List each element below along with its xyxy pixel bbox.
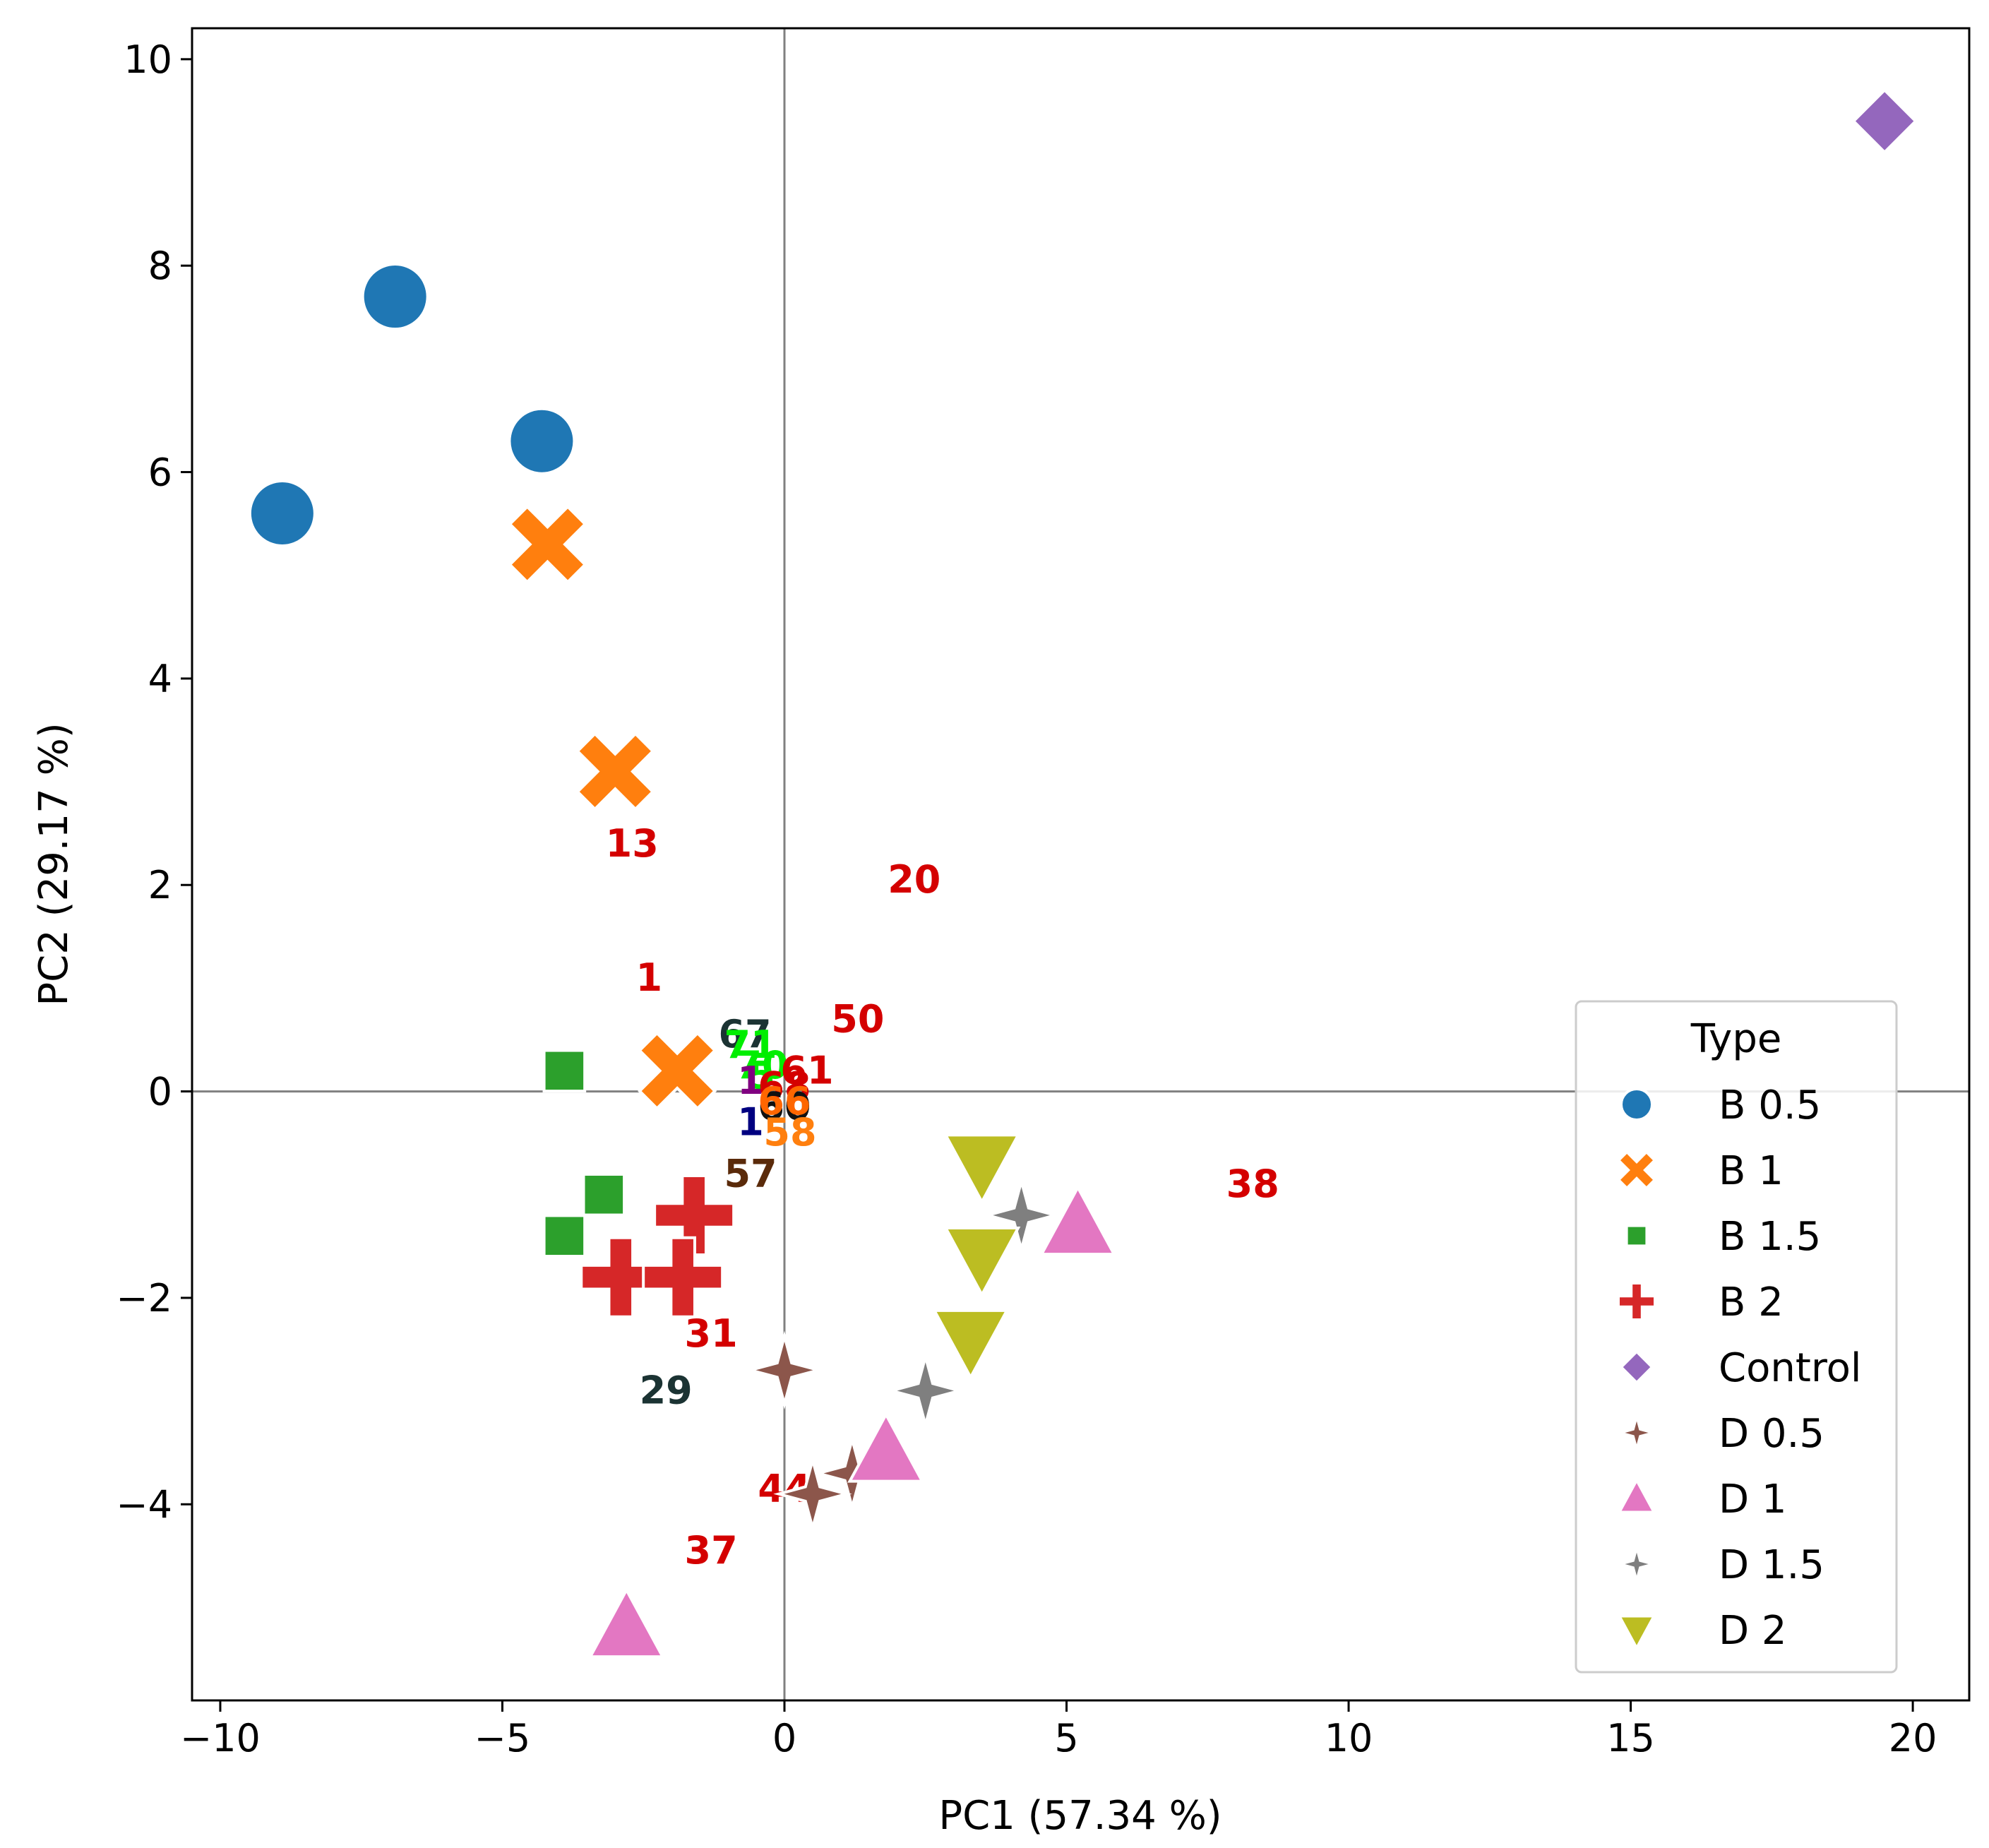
point-label: 37 — [685, 1528, 738, 1573]
legend-marker-control — [1619, 1349, 1654, 1385]
y-tick-label: 0 — [148, 1070, 172, 1114]
marker-b-0-5 — [248, 479, 316, 548]
marker-d-0-5 — [745, 1330, 824, 1409]
legend-label-d-0-5: D 0.5 — [1719, 1411, 1824, 1457]
marker-b-1 — [508, 504, 587, 585]
point-label: 50 — [831, 996, 884, 1041]
legend-marker-b-1 — [1616, 1150, 1657, 1191]
x-tick-label: 15 — [1606, 1716, 1655, 1760]
point-label: 31 — [685, 1311, 738, 1356]
legend-items: B 0.5 B 1 B 1.5 B 2 Control D 0.5 D 1 D 1.5 D 2 — [1614, 1083, 1861, 1654]
point-label: 58 — [763, 1110, 816, 1155]
point-label: 1 — [737, 1059, 764, 1103]
point-label: 1 — [635, 955, 662, 1000]
y-tick-label: 4 — [148, 657, 172, 701]
x-axis-label: PC1 (57.34 %) — [938, 1793, 1222, 1839]
point-label: 20 — [888, 857, 940, 902]
legend-marker-d-2 — [1616, 1614, 1657, 1652]
point-label: 61 — [780, 1048, 833, 1092]
legend-marker-b-0-5 — [1620, 1087, 1654, 1121]
marker-b-1 — [638, 1031, 717, 1111]
legend-title: Type — [1690, 1016, 1782, 1062]
marker-b-1 — [575, 732, 655, 811]
marker-d-1-5 — [981, 1176, 1061, 1255]
legend-box — [1575, 1000, 1898, 1674]
point-label: 71 — [724, 1023, 777, 1067]
marker-d-1 — [1039, 1184, 1117, 1256]
point-label: 68 — [758, 1063, 811, 1108]
y-tick-label: 6 — [148, 451, 172, 495]
x-tick-label: 5 — [1054, 1716, 1078, 1760]
legend-marker-d-1 — [1616, 1477, 1657, 1514]
marker-d-2 — [932, 1308, 1010, 1381]
point-label: 1 — [737, 1099, 764, 1144]
point-label: 5 — [748, 1054, 775, 1098]
marker-b-0-5 — [508, 407, 576, 475]
legend-marker-d-0-5 — [1614, 1410, 1659, 1455]
point-label: 60 — [758, 1085, 811, 1129]
legend-marker-d-1-5 — [1614, 1542, 1659, 1587]
marker-d-0-5 — [773, 1454, 852, 1534]
data-markers — [248, 88, 1918, 1659]
point-label: 70 — [735, 1043, 788, 1087]
marker-control — [1851, 88, 1918, 155]
point-label: 13 — [606, 821, 659, 866]
point-label: 66 — [758, 1079, 811, 1123]
y-tick-label: −2 — [116, 1276, 172, 1321]
marker-d-2 — [943, 1226, 1021, 1298]
marker-b-2 — [653, 1174, 736, 1256]
legend-label-d-1-5: D 1.5 — [1719, 1542, 1824, 1588]
legend-label-b-2: B 2 — [1719, 1280, 1784, 1325]
marker-d-1 — [587, 1587, 665, 1659]
marker-b-0-5 — [361, 263, 429, 331]
marker-b-2 — [580, 1236, 662, 1318]
legend-label-b-0-5: B 0.5 — [1719, 1083, 1821, 1128]
x-tick-label: −10 — [180, 1716, 261, 1760]
x-tick-label: 20 — [1889, 1716, 1937, 1760]
y-tick-label: 8 — [148, 244, 172, 288]
legend-label-b-1: B 1 — [1719, 1148, 1784, 1194]
legend-marker-b-1-5 — [1625, 1224, 1649, 1248]
point-label: 29 — [640, 1368, 693, 1412]
legend-label-d-2: D 2 — [1719, 1608, 1787, 1654]
legend-label-b-1-5: B 1.5 — [1719, 1214, 1821, 1260]
x-tick-label: 0 — [772, 1716, 796, 1760]
point-label: 38 — [1226, 1162, 1279, 1206]
legend-marker-b-2 — [1617, 1282, 1656, 1321]
marker-b-1-5 — [582, 1172, 626, 1217]
legend-label-control: Control — [1719, 1345, 1861, 1391]
legend: Type B 0.5 B 1 B 1.5 B 2 Control D 0.5 D 1 D 1.… — [1575, 1000, 1898, 1674]
y-tick-label: 10 — [124, 37, 172, 82]
marker-d-1 — [847, 1411, 925, 1483]
x-tick-label: −5 — [474, 1716, 531, 1760]
marker-d-2 — [943, 1133, 1021, 1205]
y-axis-label: PC2 (29.17 %) — [31, 722, 77, 1006]
marker-b-1-5 — [542, 1214, 587, 1258]
marker-b-2 — [642, 1236, 724, 1318]
y-tick-label: 2 — [148, 863, 172, 907]
plot-frame — [191, 27, 1971, 1702]
point-label: 67 — [718, 1012, 771, 1056]
y-tick-label: −4 — [116, 1482, 172, 1527]
marker-b-1-5 — [542, 1049, 587, 1093]
x-tick-label: 10 — [1325, 1716, 1373, 1760]
point-label: 57 — [724, 1152, 777, 1196]
legend-label-d-1: D 1 — [1719, 1477, 1787, 1522]
marker-d-1-5 — [886, 1351, 965, 1431]
